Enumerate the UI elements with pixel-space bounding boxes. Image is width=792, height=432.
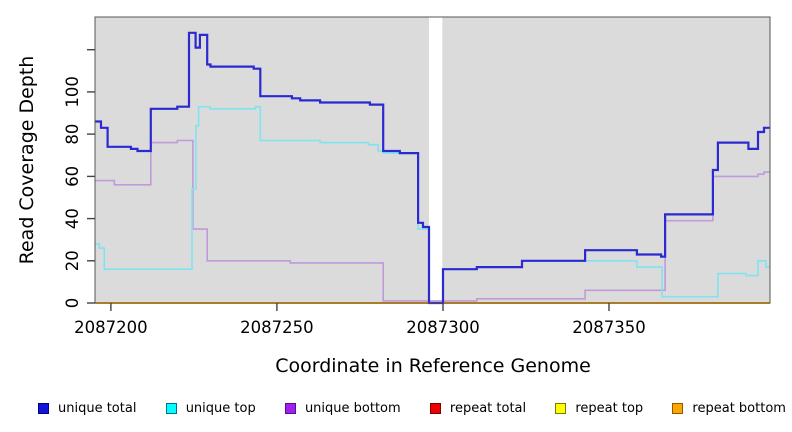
y-tick-label: 60 (63, 166, 82, 187)
legend-label: unique total (58, 400, 137, 416)
no-data-gap (429, 17, 443, 303)
legend-item-unique-top: unique top (165, 400, 256, 416)
y-tick-label: 40 (63, 208, 82, 229)
y-tick-label: 0 (63, 298, 82, 309)
unique-bottom-swatch-icon (284, 402, 296, 414)
y-tick-label: 20 (63, 250, 82, 271)
legend-item-unique-bottom: unique bottom (284, 400, 401, 416)
plot-box (94, 16, 771, 304)
series-unique-bottom (95, 139, 770, 302)
x-tick-label: 2087250 (240, 318, 314, 337)
x-tick-label: 2087350 (572, 318, 646, 337)
x-tick-label: 2087300 (406, 318, 480, 337)
legend-item-repeat-top: repeat top (555, 401, 643, 416)
unique-top-swatch-icon (165, 402, 177, 414)
repeat-bottom-swatch-icon (672, 402, 684, 414)
coverage-plot-canvas: 2087200 2087250 2087300 2087350 0 20 40 60 80 100 (63, 16, 771, 337)
x-tick-label: 2087200 (74, 318, 148, 337)
y-tick-label: 80 (63, 124, 82, 145)
legend-item-repeat-total: repeat total (429, 400, 527, 416)
y-tick-label: 100 (63, 76, 82, 108)
legend-label: repeat top (575, 400, 644, 416)
y-axis-title: Read Coverage Depth (16, 55, 38, 265)
legend-label: unique top (185, 400, 256, 416)
series-unique-total (95, 31, 770, 305)
legend-item-unique-total: unique total (38, 401, 136, 416)
x-axis-title: Coordinate in Reference Genome (275, 355, 591, 377)
repeat-total-swatch-icon (429, 402, 441, 414)
repeat-top-swatch-icon (555, 402, 567, 414)
legend-label: repeat bottom (692, 400, 786, 416)
legend-label: unique bottom (304, 400, 401, 416)
legend-label: repeat total (449, 400, 527, 416)
legend-item-repeat-bottom: repeat bottom (672, 401, 786, 416)
unique-total-swatch-icon (38, 402, 49, 414)
legend: unique total unique top unique bottom repea… (38, 398, 786, 418)
